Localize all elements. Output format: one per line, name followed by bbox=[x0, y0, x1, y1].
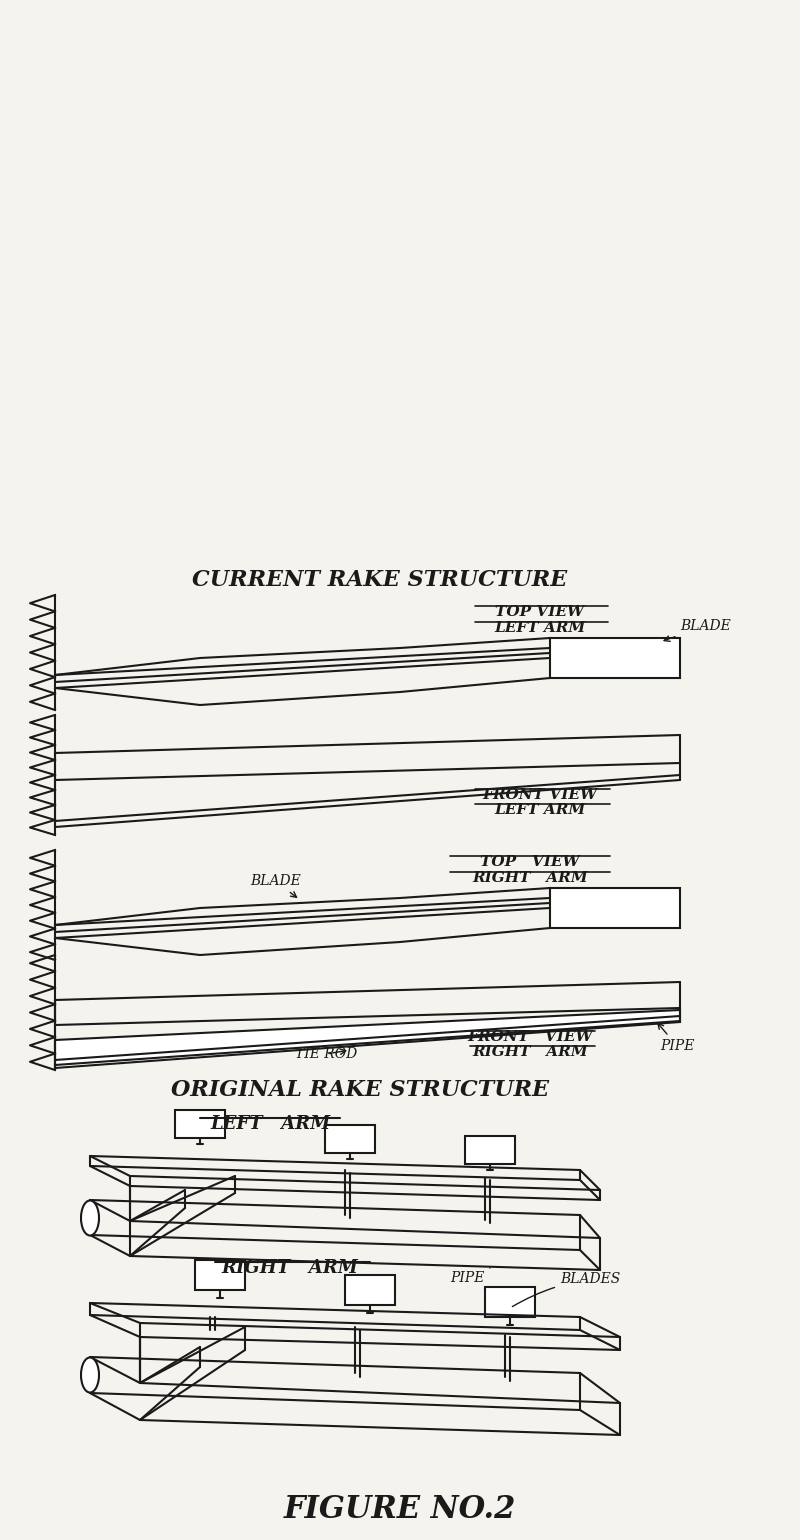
Bar bbox=[345, 1275, 395, 1304]
Text: LEFT ARM: LEFT ARM bbox=[494, 621, 586, 634]
Text: BLADE: BLADE bbox=[250, 875, 301, 898]
Bar bbox=[550, 889, 680, 929]
Bar bbox=[175, 1110, 225, 1138]
Text: LEFT ARM: LEFT ARM bbox=[494, 802, 586, 818]
Bar bbox=[195, 1260, 245, 1291]
Text: TOP VIEW: TOP VIEW bbox=[495, 605, 585, 619]
Bar bbox=[325, 1126, 375, 1153]
Text: RIGHT   ARM: RIGHT ARM bbox=[472, 1046, 588, 1060]
Bar bbox=[485, 1287, 535, 1317]
Text: BLADES: BLADES bbox=[512, 1272, 620, 1306]
Text: FIGURE NO.2: FIGURE NO.2 bbox=[284, 1494, 516, 1526]
Text: FRONT   VIEW: FRONT VIEW bbox=[467, 1030, 593, 1044]
Text: FRONT VIEW: FRONT VIEW bbox=[482, 788, 598, 802]
Bar bbox=[465, 1137, 515, 1164]
Ellipse shape bbox=[81, 1357, 99, 1392]
Text: TOP   VIEW: TOP VIEW bbox=[480, 855, 580, 869]
Text: BLADE: BLADE bbox=[664, 619, 730, 641]
Text: PIPE: PIPE bbox=[450, 1267, 490, 1284]
Text: ORIGINAL RAKE STRUCTURE: ORIGINAL RAKE STRUCTURE bbox=[171, 1080, 549, 1101]
Text: CURRENT RAKE STRUCTURE: CURRENT RAKE STRUCTURE bbox=[192, 568, 568, 591]
Text: LEFT   ARM: LEFT ARM bbox=[210, 1115, 330, 1133]
Polygon shape bbox=[55, 1010, 680, 1069]
Text: PIPE: PIPE bbox=[658, 1023, 694, 1053]
Text: RIGHT   ARM: RIGHT ARM bbox=[472, 872, 588, 885]
Ellipse shape bbox=[81, 1201, 99, 1235]
Text: RIGHT   ARM: RIGHT ARM bbox=[222, 1260, 358, 1277]
Bar bbox=[550, 638, 680, 678]
Text: TIE ROD: TIE ROD bbox=[295, 1047, 358, 1061]
